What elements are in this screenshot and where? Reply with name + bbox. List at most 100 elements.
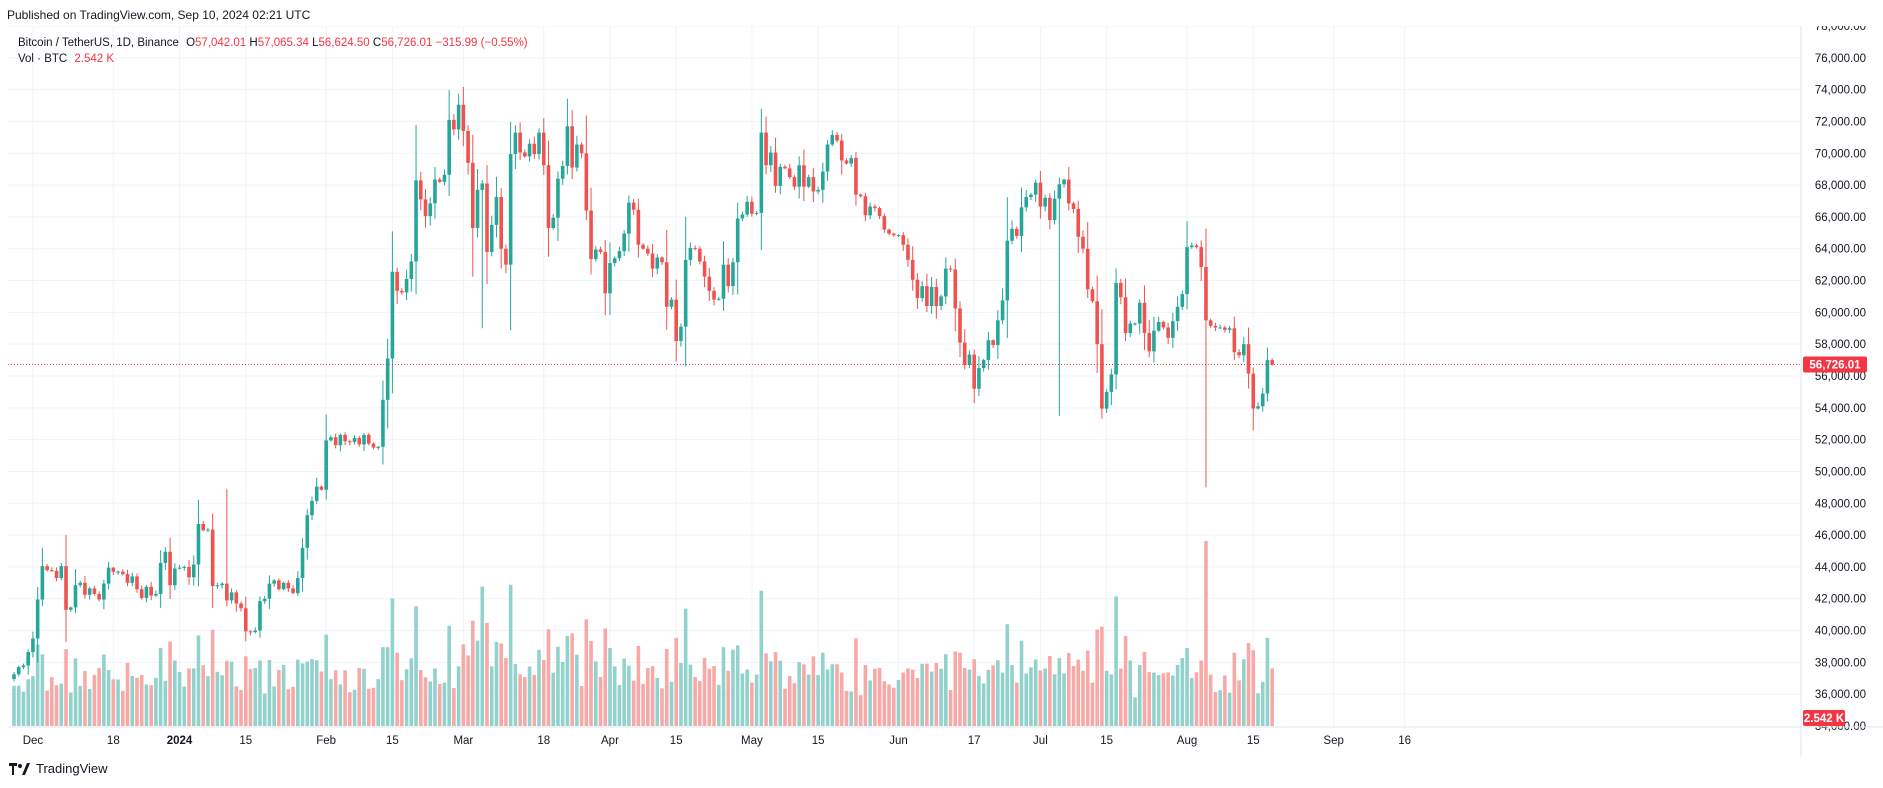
- candle-body: [532, 143, 537, 155]
- candle-body: [1199, 247, 1204, 268]
- volume-bar: [102, 654, 106, 726]
- tradingview-logo[interactable]: TradingView: [9, 761, 108, 776]
- candle-body: [877, 208, 882, 217]
- volume-legend-row: Vol · BTC 2.542 K: [18, 51, 528, 67]
- candle-body: [523, 152, 527, 157]
- volume-bar: [404, 669, 409, 726]
- volume-bar: [78, 685, 83, 726]
- candle-body: [272, 580, 276, 584]
- price-axis[interactable]: 36,000.00 38,000.00 40,000.00 42,000.00 44,0…: [1800, 26, 1867, 756]
- price-tick-label: 44,000.00: [1815, 562, 1866, 574]
- volume-bar: [655, 678, 660, 726]
- time-tick-label: 15: [670, 735, 683, 747]
- candle-body: [806, 177, 811, 187]
- price-tick-label: 76,000.00: [1815, 53, 1866, 65]
- candle-body: [31, 638, 35, 653]
- volume-bar: [343, 670, 347, 726]
- candle-body: [958, 308, 962, 343]
- volume-bar: [816, 675, 820, 726]
- candle-body: [64, 566, 68, 610]
- volume-bar: [745, 669, 749, 726]
- high-label: H: [249, 37, 258, 49]
- volume-bar: [437, 683, 442, 726]
- volume-bar: [664, 648, 669, 726]
- candle-body: [352, 438, 357, 443]
- candle-body: [650, 253, 655, 269]
- candle-body: [887, 229, 891, 234]
- volume-bar: [877, 668, 882, 726]
- candle-body: [754, 212, 759, 214]
- candle-body: [1194, 245, 1199, 248]
- volume-bar: [882, 681, 887, 726]
- volume-bar: [821, 652, 825, 726]
- candle-body: [693, 247, 697, 249]
- candle-body: [201, 523, 205, 531]
- candle-body: [1251, 373, 1256, 409]
- volume-bar: [981, 683, 986, 726]
- candle-body: [348, 441, 352, 443]
- candle-body: [882, 216, 887, 230]
- volume-bar: [362, 668, 366, 726]
- volume-bar: [92, 674, 97, 726]
- volume-bar: [716, 684, 721, 726]
- low-label: L: [312, 37, 319, 49]
- volume-bars: [12, 541, 1274, 726]
- candle-body: [456, 104, 461, 130]
- volume-bar: [68, 692, 73, 726]
- candle-body: [106, 567, 111, 584]
- volume-bar: [489, 666, 494, 726]
- last-price-badge: [1803, 356, 1867, 373]
- volume-bar: [1095, 629, 1099, 726]
- volume-bar: [1142, 651, 1147, 726]
- candle-body: [220, 583, 224, 586]
- candle-body: [646, 248, 650, 254]
- volume-bar: [433, 668, 437, 726]
- price-chart[interactable]: 36,000.00 38,000.00 40,000.00 42,000.00 44,0…: [8, 26, 1883, 756]
- candle-body: [1171, 321, 1175, 338]
- volume-bar: [229, 661, 234, 726]
- candle-body: [1062, 179, 1066, 185]
- candle-body: [589, 210, 593, 260]
- volume-bar: [1014, 682, 1019, 726]
- candle-body: [1133, 323, 1137, 325]
- candle-body: [21, 665, 26, 668]
- candle-body: [40, 566, 45, 600]
- time-tick-label: May: [741, 735, 763, 747]
- candle-body: [627, 202, 631, 234]
- low-value: 56,624.50: [318, 37, 370, 49]
- volume-bar: [712, 666, 716, 726]
- volume-bar: [1180, 658, 1185, 726]
- volume-bar: [1052, 674, 1057, 726]
- volume-bar: [201, 665, 205, 726]
- volume-bar: [593, 661, 598, 726]
- candle-body: [333, 437, 338, 446]
- volume-bar: [1062, 673, 1066, 726]
- candle-body: [731, 262, 735, 287]
- candle-body: [920, 286, 924, 299]
- volume-bar: [910, 669, 915, 726]
- time-tick-label: Mar: [453, 735, 473, 747]
- candle-body: [371, 443, 376, 448]
- candle-body: [300, 547, 305, 579]
- volume-bar: [1000, 672, 1005, 726]
- volume-bar: [1251, 650, 1256, 726]
- candle-body: [225, 583, 229, 601]
- candle-body: [1071, 203, 1076, 209]
- candle-body: [508, 154, 513, 265]
- candle-body: [868, 206, 872, 216]
- volume-bar: [73, 658, 78, 726]
- time-axis[interactable]: Dec 18 2024 15 Feb 15 Mar 18 Apr 15 May 15 Jun 17 Jul 1…: [8, 726, 1883, 747]
- volume-bar: [584, 619, 589, 726]
- candle-body: [409, 261, 414, 279]
- volume-bar: [622, 658, 626, 726]
- price-tick-label: 62,000.00: [1815, 276, 1866, 288]
- volume-bar: [683, 608, 688, 726]
- volume-bar: [996, 660, 1000, 726]
- volume-bar: [381, 647, 385, 726]
- candle-body: [929, 286, 934, 306]
- candle-body: [1161, 321, 1166, 328]
- candle-body: [674, 299, 678, 341]
- candle-body: [1123, 297, 1128, 334]
- volume-bar: [461, 644, 466, 726]
- volume-bar: [967, 669, 972, 726]
